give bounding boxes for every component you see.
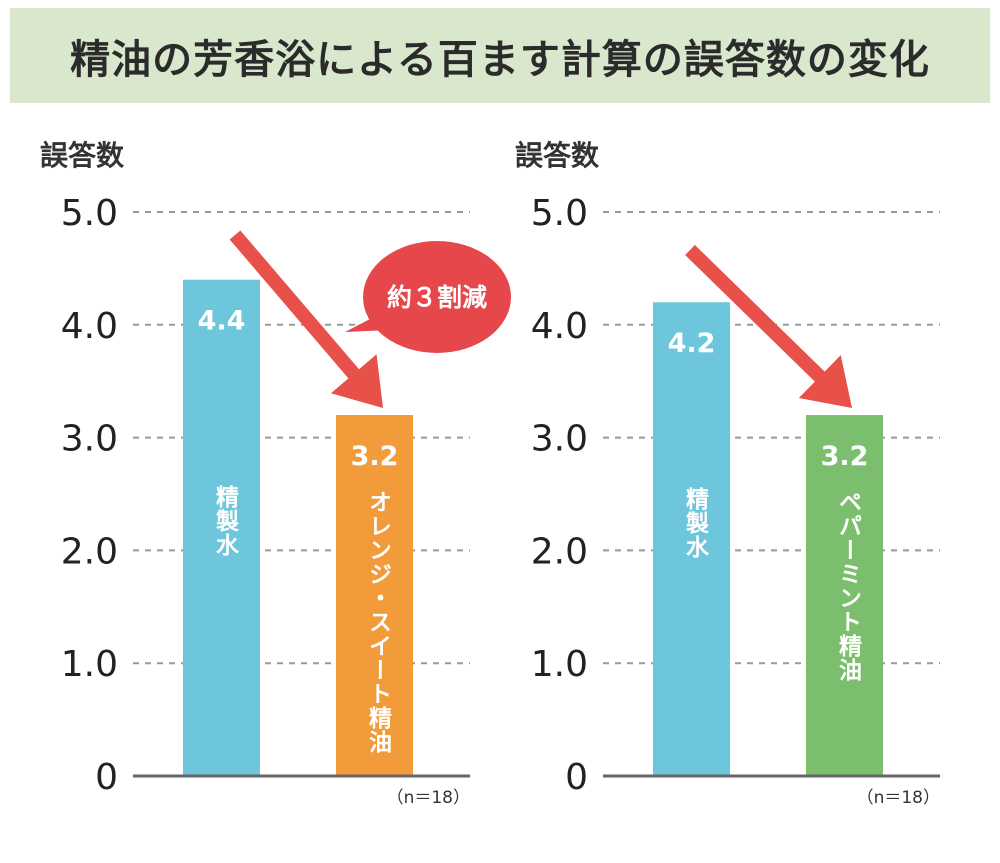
- bar-value-label: 4.4: [198, 306, 246, 337]
- down-arrow-icon: [229, 230, 383, 408]
- y-tick-label: 2.0: [61, 531, 118, 572]
- arrow-shape: [229, 230, 383, 408]
- bar: [336, 415, 413, 776]
- speech-bubble: [363, 241, 511, 353]
- arrow-shape: [685, 244, 852, 408]
- bar-value-label: 4.2: [668, 328, 716, 359]
- bar: [806, 415, 883, 776]
- y-tick-label: 1.0: [531, 644, 588, 685]
- y-axis-label: 誤答数: [40, 139, 125, 172]
- y-tick-label: 5.0: [531, 193, 588, 234]
- y-tick-label: 4.0: [61, 306, 118, 347]
- y-tick-label: 0: [95, 757, 118, 798]
- annotation-text: 約３割減: [387, 283, 487, 312]
- chart-title: 精油の芳香浴による百ます計算の誤答数の変化: [70, 36, 930, 83]
- y-axis-label: 誤答数: [515, 139, 600, 172]
- bar: [653, 302, 730, 776]
- bar-category-label: 精製水: [211, 484, 238, 557]
- y-tick-label: 3.0: [61, 419, 118, 460]
- y-tick-label: 3.0: [531, 419, 588, 460]
- sample-size-note: （n＝18）: [857, 788, 940, 808]
- title-band: 精油の芳香浴による百ます計算の誤答数の変化: [10, 8, 990, 103]
- y-tick-label: 0: [565, 757, 588, 798]
- y-tick-label: 4.0: [531, 306, 588, 347]
- sample-size-note: （n＝18）: [387, 788, 470, 808]
- y-tick-label: 2.0: [531, 531, 588, 572]
- bar-category-label: オレンジ・スイート精油: [364, 490, 391, 755]
- down-arrow-icon: [685, 244, 852, 408]
- y-tick-label: 5.0: [61, 193, 118, 234]
- bar-category-label: 精製水: [681, 487, 708, 560]
- bar-value-label: 3.2: [821, 441, 869, 472]
- bar-value-label: 3.2: [351, 441, 399, 472]
- bar: [183, 279, 260, 776]
- y-tick-label: 1.0: [61, 644, 118, 685]
- bar-category-label: ペパーミント精油: [834, 490, 861, 683]
